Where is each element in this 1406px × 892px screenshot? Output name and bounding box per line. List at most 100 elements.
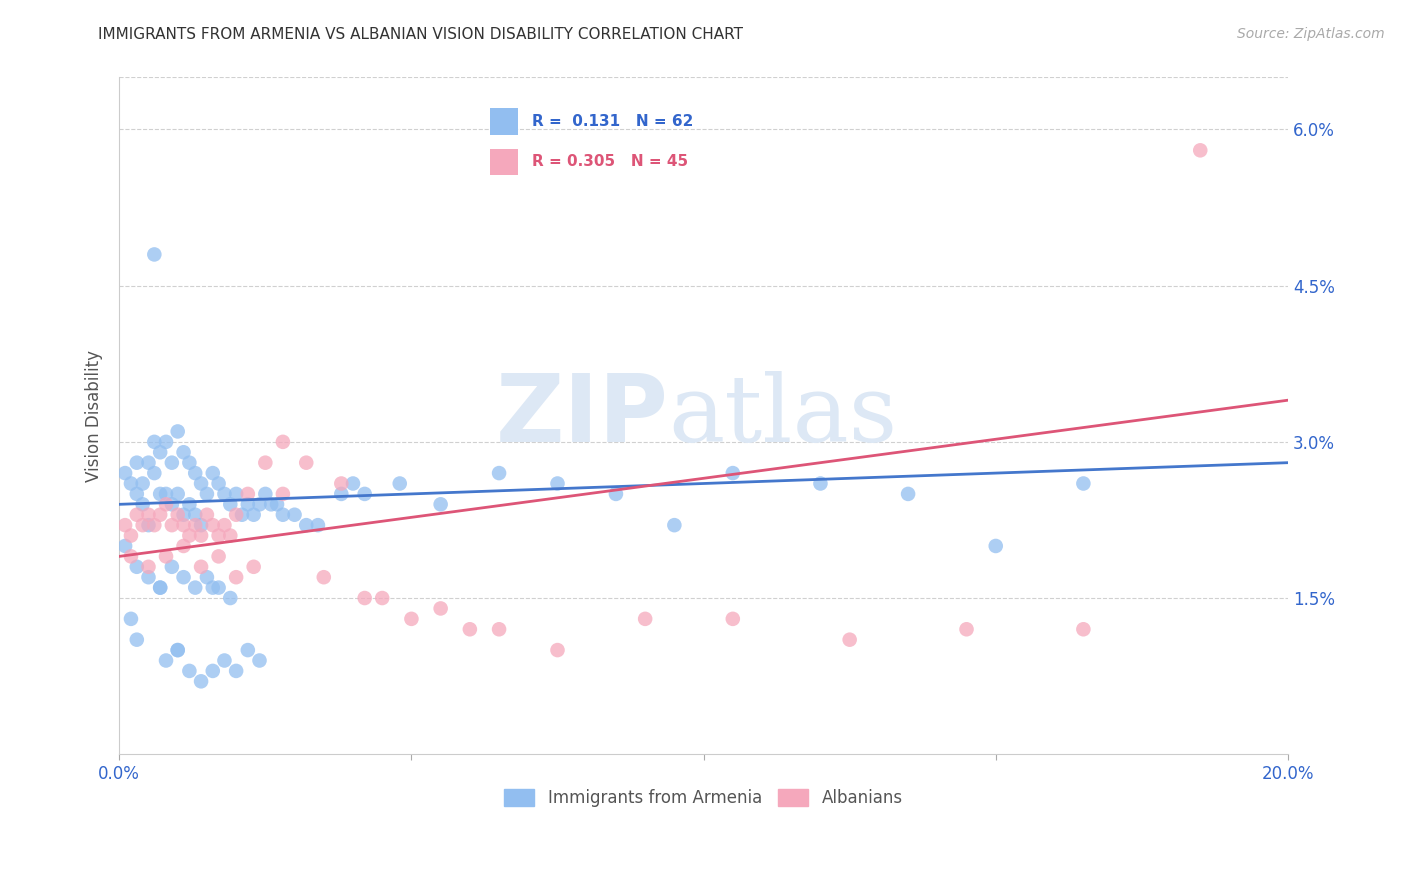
- Point: [179, 664, 201, 678]
- Point: [179, 456, 201, 470]
- Point: [155, 653, 177, 667]
- Point: [155, 434, 177, 449]
- Point: [149, 581, 172, 595]
- Point: [1073, 476, 1095, 491]
- Point: [225, 570, 247, 584]
- Point: [131, 497, 153, 511]
- Y-axis label: Vision Disability: Vision Disability: [86, 350, 103, 482]
- Point: [605, 487, 627, 501]
- Point: [143, 247, 166, 261]
- Point: [166, 487, 188, 501]
- Point: [295, 456, 318, 470]
- Point: [120, 612, 142, 626]
- Point: [721, 466, 744, 480]
- Point: [330, 476, 353, 491]
- Point: [138, 570, 160, 584]
- Point: [242, 508, 264, 522]
- Point: [131, 518, 153, 533]
- Point: [810, 476, 832, 491]
- Point: [207, 476, 229, 491]
- Point: [254, 487, 277, 501]
- Point: [143, 434, 166, 449]
- Point: [214, 518, 236, 533]
- Point: [1189, 144, 1212, 158]
- Point: [249, 497, 271, 511]
- Point: [155, 487, 177, 501]
- Point: [114, 539, 136, 553]
- Point: [260, 497, 283, 511]
- Point: [664, 518, 686, 533]
- Point: [219, 591, 242, 605]
- Point: [207, 581, 229, 595]
- Point: [388, 476, 411, 491]
- Point: [184, 581, 207, 595]
- Point: [342, 476, 364, 491]
- Point: [166, 643, 188, 657]
- Point: [214, 653, 236, 667]
- Point: [149, 487, 172, 501]
- Point: [190, 528, 212, 542]
- Point: [266, 497, 288, 511]
- Text: atlas: atlas: [668, 371, 898, 461]
- Point: [195, 508, 218, 522]
- Point: [547, 476, 569, 491]
- Point: [179, 528, 201, 542]
- Point: [249, 653, 271, 667]
- Point: [429, 497, 451, 511]
- Point: [125, 559, 148, 574]
- Point: [401, 612, 423, 626]
- Point: [160, 497, 183, 511]
- Point: [225, 487, 247, 501]
- Point: [488, 622, 510, 636]
- Text: Source: ZipAtlas.com: Source: ZipAtlas.com: [1237, 27, 1385, 41]
- Point: [190, 476, 212, 491]
- Point: [120, 549, 142, 564]
- Point: [190, 559, 212, 574]
- Point: [138, 508, 160, 522]
- Point: [155, 497, 177, 511]
- Point: [219, 528, 242, 542]
- Point: [160, 456, 183, 470]
- Point: [184, 466, 207, 480]
- Point: [149, 508, 172, 522]
- Point: [125, 456, 148, 470]
- Point: [225, 508, 247, 522]
- Point: [166, 643, 188, 657]
- Point: [201, 518, 224, 533]
- Point: [307, 518, 329, 533]
- Point: [1073, 622, 1095, 636]
- Point: [173, 508, 195, 522]
- Point: [125, 508, 148, 522]
- Point: [149, 581, 172, 595]
- Point: [190, 674, 212, 689]
- Point: [195, 487, 218, 501]
- Point: [173, 518, 195, 533]
- Point: [120, 528, 142, 542]
- Point: [114, 518, 136, 533]
- Point: [295, 518, 318, 533]
- Point: [125, 487, 148, 501]
- Point: [173, 539, 195, 553]
- Point: [195, 570, 218, 584]
- Point: [138, 456, 160, 470]
- Point: [547, 643, 569, 657]
- Point: [284, 508, 307, 522]
- Point: [184, 508, 207, 522]
- Point: [184, 518, 207, 533]
- Point: [131, 476, 153, 491]
- Point: [207, 528, 229, 542]
- Point: [838, 632, 860, 647]
- Point: [236, 487, 259, 501]
- Point: [125, 632, 148, 647]
- Point: [236, 643, 259, 657]
- Point: [897, 487, 920, 501]
- Point: [138, 518, 160, 533]
- Point: [242, 559, 264, 574]
- Point: [207, 549, 229, 564]
- Point: [173, 570, 195, 584]
- Point: [458, 622, 481, 636]
- Point: [271, 434, 294, 449]
- Text: IMMIGRANTS FROM ARMENIA VS ALBANIAN VISION DISABILITY CORRELATION CHART: IMMIGRANTS FROM ARMENIA VS ALBANIAN VISI…: [98, 27, 744, 42]
- Point: [634, 612, 657, 626]
- Point: [984, 539, 1007, 553]
